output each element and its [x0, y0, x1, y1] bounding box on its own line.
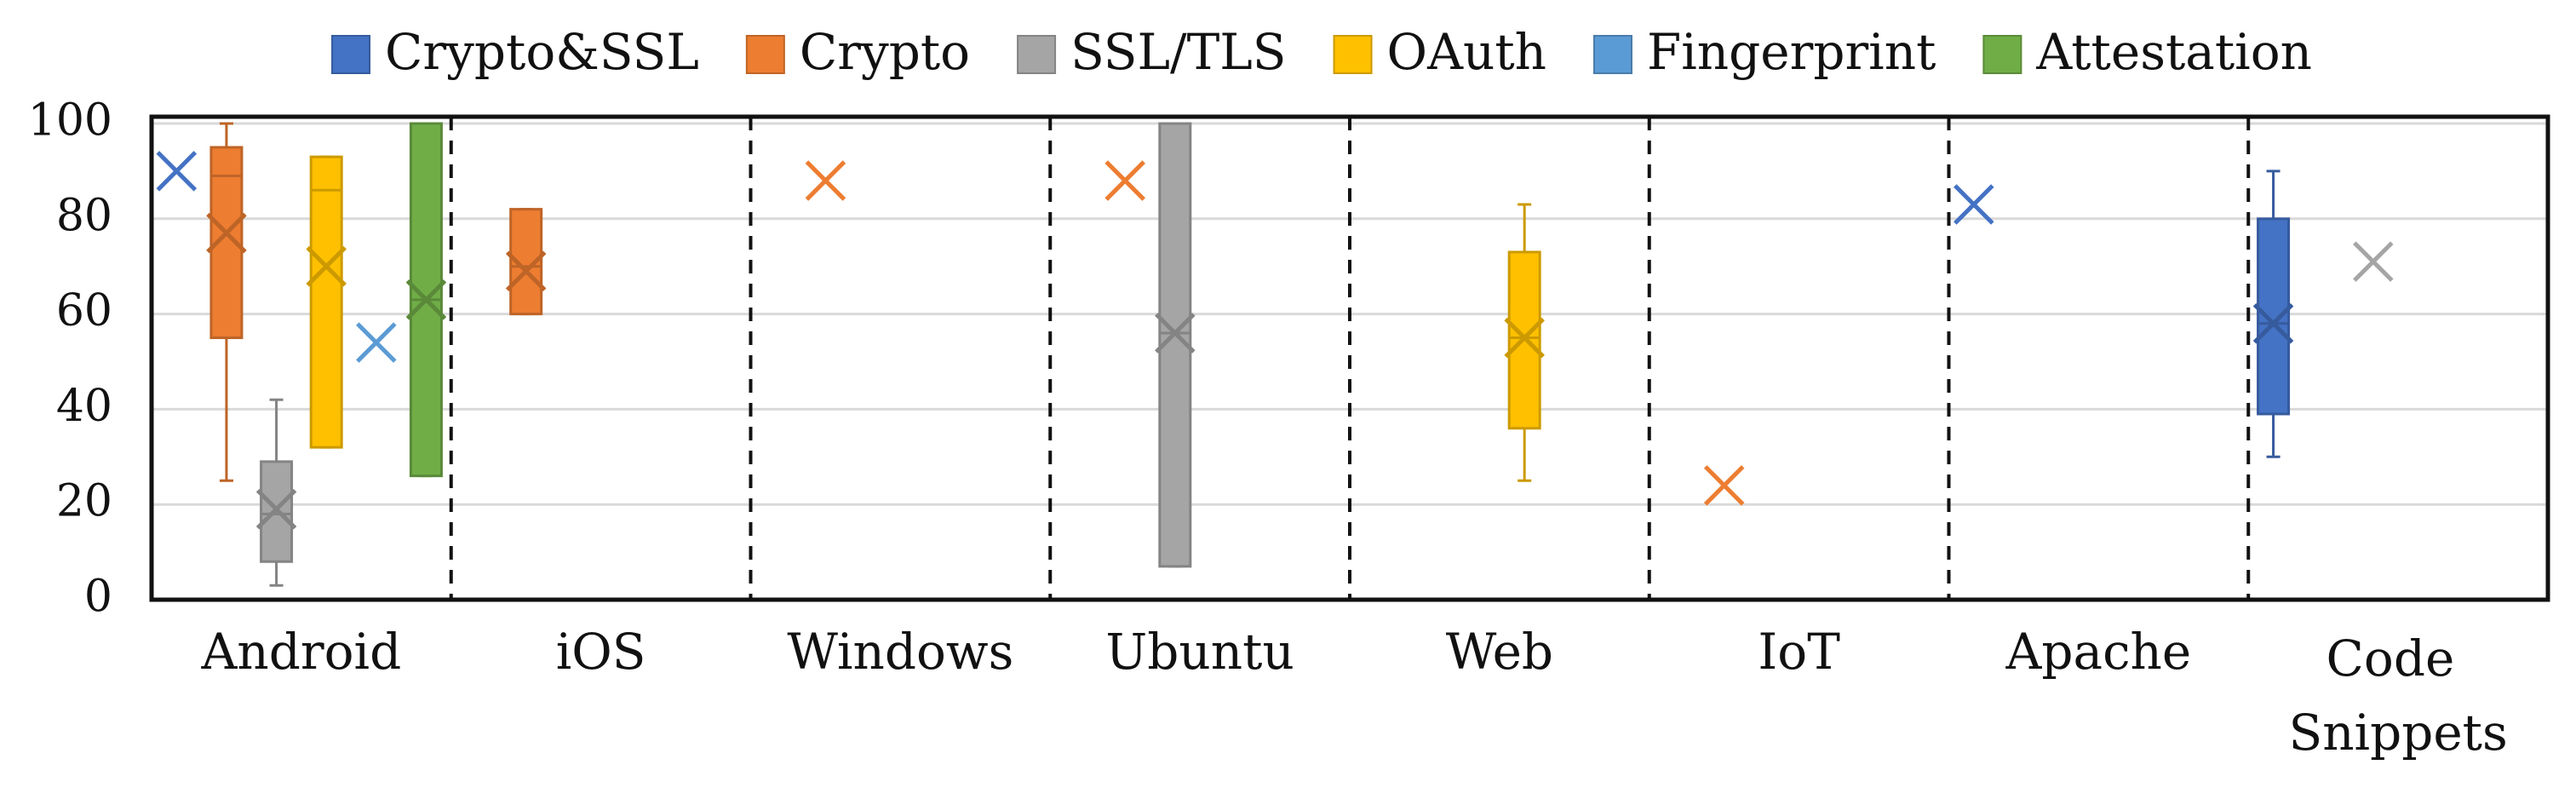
y-tick-label: 40 — [56, 381, 112, 432]
point-marker-stroke — [805, 160, 846, 201]
legend-label: SSL/TLS — [1070, 23, 1286, 81]
point-marker-stroke — [156, 151, 198, 192]
y-tick-label: 0 — [84, 572, 112, 623]
legend: Crypto&SSL Crypto SSL/TLS OAuth Fingerprint A… — [331, 23, 2312, 81]
x-tick-label: Windows — [787, 623, 1013, 681]
box — [2257, 217, 2291, 416]
x-tick-label: IoT — [1758, 623, 1840, 681]
legend-label: Crypto — [800, 23, 970, 81]
legend-swatch — [1592, 35, 1632, 74]
mean-marker-stroke — [2252, 303, 2294, 344]
mean-marker — [2252, 303, 2294, 344]
box — [309, 155, 343, 449]
y-tick-label: 20 — [56, 476, 112, 527]
box — [260, 460, 294, 563]
mean-marker — [306, 245, 347, 287]
mean-marker-stroke — [505, 250, 547, 292]
mean-marker-stroke — [255, 489, 297, 530]
plot-frame — [149, 114, 2550, 602]
point-marker — [356, 322, 397, 363]
legend-swatch — [1017, 35, 1057, 74]
x-tick-label: Ubuntu — [1105, 623, 1294, 681]
mean-marker — [1504, 317, 1545, 359]
mean-marker-stroke — [206, 212, 247, 254]
x-tick-label: Code Snippets — [2288, 630, 2507, 762]
point-marker — [156, 151, 198, 192]
point-marker-stroke — [1104, 160, 1145, 201]
y-tick-label: 80 — [56, 190, 112, 241]
point-marker — [1954, 184, 1994, 225]
mean-marker-stroke — [306, 245, 347, 287]
mean-marker-stroke — [405, 279, 447, 320]
y-tick-label: 100 — [28, 95, 112, 147]
mean-marker — [255, 489, 297, 530]
point-marker — [1703, 465, 1745, 506]
x-tick-label-line: Code — [2326, 630, 2470, 687]
x-tick-label: Apache — [2005, 623, 2191, 681]
point-marker-stroke — [1703, 465, 1745, 506]
legend-swatch — [1333, 35, 1373, 74]
x-tick-label-line: Snippets — [2288, 704, 2507, 762]
point-marker-stroke — [1954, 184, 1994, 225]
mean-marker — [206, 212, 247, 254]
mean-marker — [1155, 313, 1196, 354]
legend-swatch — [1982, 35, 2022, 74]
mean-marker — [505, 250, 547, 292]
legend-label: Fingerprint — [1647, 23, 1936, 81]
legend-label: Crypto&SSL — [385, 23, 699, 81]
legend-swatch — [745, 35, 785, 74]
mean-marker-stroke — [1155, 313, 1196, 354]
x-tick-label: iOS — [556, 623, 646, 681]
point-marker — [2353, 241, 2394, 282]
legend-label: OAuth — [1387, 23, 1546, 81]
mean-marker-stroke — [1504, 317, 1545, 359]
legend-swatch — [331, 35, 371, 74]
mean-marker — [405, 279, 447, 320]
legend-label: Attestation — [2035, 23, 2312, 81]
point-marker — [1104, 160, 1145, 201]
point-marker-stroke — [2353, 241, 2394, 282]
y-tick-label: 60 — [56, 285, 112, 336]
point-marker — [805, 160, 846, 201]
x-tick-label: Web — [1446, 623, 1553, 681]
x-tick-label: Android — [201, 623, 402, 681]
point-marker-stroke — [356, 322, 397, 363]
